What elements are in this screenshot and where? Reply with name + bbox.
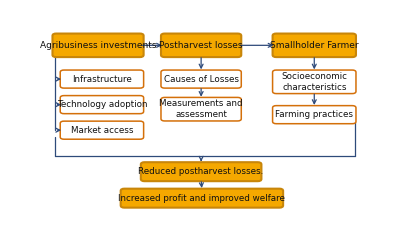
FancyBboxPatch shape xyxy=(60,121,144,139)
FancyBboxPatch shape xyxy=(141,162,262,181)
Text: Smallholder Farmer: Smallholder Farmer xyxy=(270,41,358,50)
FancyBboxPatch shape xyxy=(121,189,283,208)
Text: Postharvest losses: Postharvest losses xyxy=(159,41,243,50)
FancyBboxPatch shape xyxy=(52,34,144,57)
FancyBboxPatch shape xyxy=(272,70,356,94)
FancyBboxPatch shape xyxy=(60,96,144,114)
Text: Causes of Losses: Causes of Losses xyxy=(164,75,239,84)
Text: Reduced postharvest losses.: Reduced postharvest losses. xyxy=(138,167,264,176)
Text: Infrastructure: Infrastructure xyxy=(72,75,132,84)
FancyBboxPatch shape xyxy=(161,70,241,88)
Text: Market access: Market access xyxy=(71,126,133,135)
Text: Socioeconomic
characteristics: Socioeconomic characteristics xyxy=(281,72,347,91)
FancyBboxPatch shape xyxy=(161,34,241,57)
FancyBboxPatch shape xyxy=(161,97,241,121)
Text: Increased profit and improved welfare: Increased profit and improved welfare xyxy=(118,194,285,203)
FancyBboxPatch shape xyxy=(272,34,356,57)
Text: Agribusiness investments: Agribusiness investments xyxy=(40,41,156,50)
Text: Technology adoption: Technology adoption xyxy=(57,100,147,109)
Text: Farming practices: Farming practices xyxy=(275,110,353,119)
FancyBboxPatch shape xyxy=(60,70,144,88)
Text: Measurements and
assessment: Measurements and assessment xyxy=(159,100,243,119)
FancyBboxPatch shape xyxy=(272,106,356,124)
